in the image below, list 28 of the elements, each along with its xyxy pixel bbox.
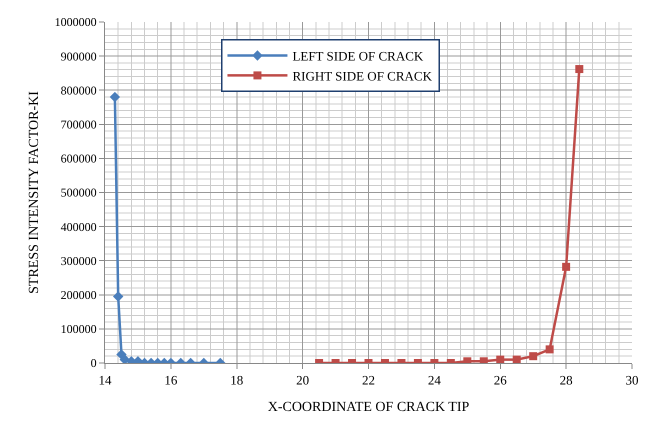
x-tick-label: 20 bbox=[296, 372, 310, 388]
x-axis-title: X-COORDINATE OF CRACK TIP bbox=[268, 400, 470, 415]
y-tick-label: 600000 bbox=[60, 152, 97, 166]
y-tick-label: 0 bbox=[90, 356, 97, 370]
legend-label: RIGHT SIDE OF CRACK bbox=[292, 68, 433, 84]
x-tick-label: 22 bbox=[362, 372, 375, 388]
x-tick-label: 30 bbox=[626, 372, 638, 388]
y-tick-label: 100000 bbox=[60, 322, 97, 336]
point bbox=[575, 65, 584, 74]
y-tick-label: 300000 bbox=[60, 254, 97, 268]
x-tick-label: 18 bbox=[230, 372, 244, 388]
y-tick-label: 800000 bbox=[60, 83, 97, 98]
y-tick-label: 500000 bbox=[60, 186, 97, 200]
y-tick-label: 200000 bbox=[60, 288, 97, 302]
x-tick-label: 24 bbox=[428, 372, 442, 388]
x-tick-label: 14 bbox=[98, 372, 112, 388]
x-tick-label: 28 bbox=[560, 372, 573, 388]
legend-label: LEFT SIDE OF CRACK bbox=[292, 48, 424, 64]
y-tick-label: 1000000 bbox=[54, 15, 97, 30]
x-tick-label: 26 bbox=[494, 372, 508, 388]
y-tick-label: 900000 bbox=[60, 49, 97, 64]
point bbox=[110, 92, 120, 102]
y-axis-title: STRESS INTENSITY FACTOR-KI bbox=[27, 90, 42, 294]
point bbox=[112, 291, 124, 302]
y-tick-label: 400000 bbox=[60, 220, 97, 234]
x-tick-label: 16 bbox=[164, 372, 178, 388]
point bbox=[562, 262, 570, 271]
y-tick-label: 700000 bbox=[60, 118, 97, 132]
